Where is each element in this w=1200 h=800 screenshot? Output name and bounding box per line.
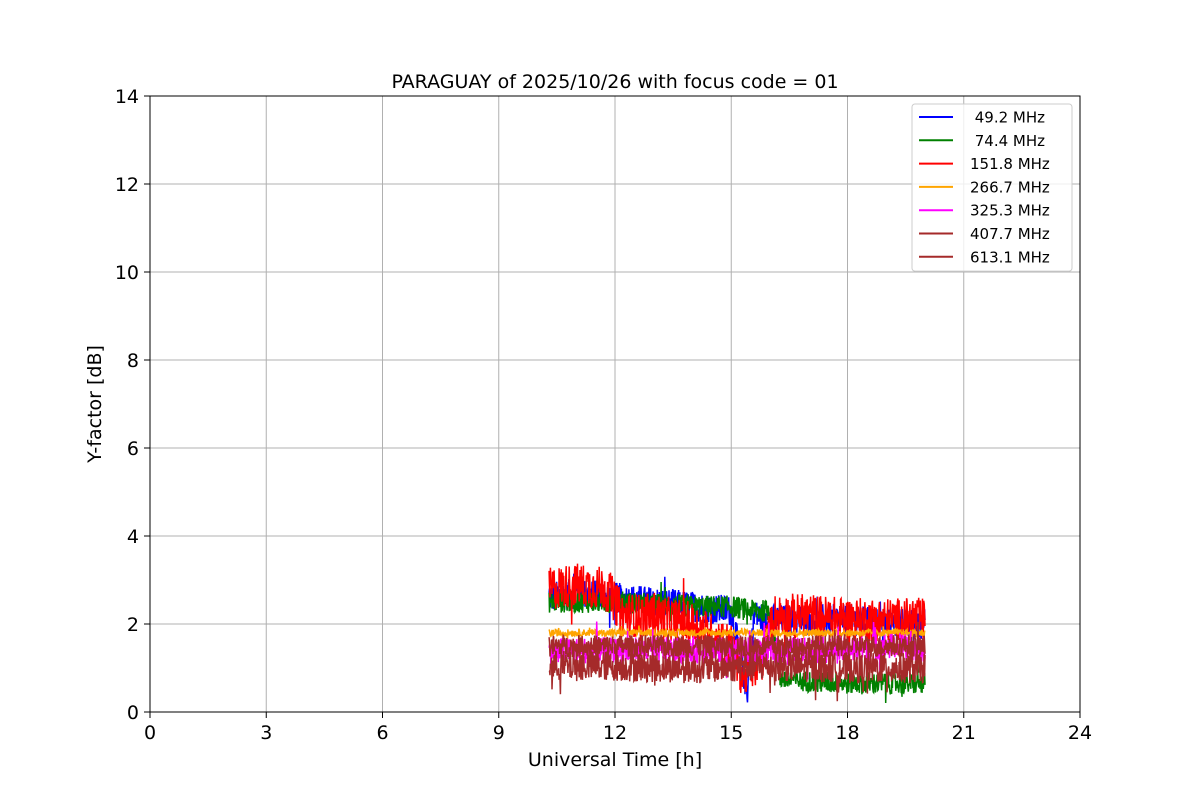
chart-title: PARAGUAY of 2025/10/26 with focus code =… bbox=[391, 71, 838, 93]
x-tick-label: 0 bbox=[144, 722, 156, 744]
y-tick-label: 10 bbox=[115, 262, 139, 284]
series-line bbox=[548, 635, 926, 702]
series-line bbox=[548, 621, 926, 668]
plot-series bbox=[548, 563, 926, 704]
x-tick-label: 6 bbox=[376, 722, 388, 744]
legend-label: 613.1 MHz bbox=[970, 248, 1050, 266]
legend-label: 325.3 MHz bbox=[970, 202, 1050, 220]
y-axis-label: Y-factor [dB] bbox=[84, 345, 106, 464]
x-tick-label: 12 bbox=[603, 722, 627, 744]
y-tick-label: 2 bbox=[127, 614, 139, 636]
x-tick-label: 21 bbox=[952, 722, 976, 744]
legend-label: 74.4 MHz bbox=[970, 132, 1045, 150]
legend-label: 266.7 MHz bbox=[970, 178, 1050, 196]
legend-box bbox=[911, 103, 1073, 272]
x-tick-label: 18 bbox=[835, 722, 859, 744]
y-tick-label: 14 bbox=[115, 86, 139, 108]
legend-label: 407.7 MHz bbox=[970, 225, 1050, 243]
y-tick-label: 12 bbox=[115, 174, 139, 196]
x-tick-label: 3 bbox=[260, 722, 272, 744]
series-line bbox=[548, 625, 926, 640]
series-line bbox=[548, 563, 926, 693]
x-tick-label: 9 bbox=[493, 722, 505, 744]
legend-label: 49.2 MHz bbox=[970, 109, 1045, 127]
y-tick-label: 4 bbox=[127, 526, 139, 548]
y-tick-label: 0 bbox=[127, 702, 139, 724]
x-tick-label: 24 bbox=[1068, 722, 1092, 744]
legend: 49.2 MHz 74.4 MHz 151.8 MHz 266.7 MHz 325.3… bbox=[911, 103, 1073, 272]
y-tick-label: 8 bbox=[127, 350, 139, 372]
x-tick-label: 15 bbox=[719, 722, 743, 744]
legend-label: 151.8 MHz bbox=[970, 155, 1050, 173]
x-axis-label: Universal Time [h] bbox=[528, 749, 702, 771]
y-tick-label: 6 bbox=[127, 438, 139, 460]
